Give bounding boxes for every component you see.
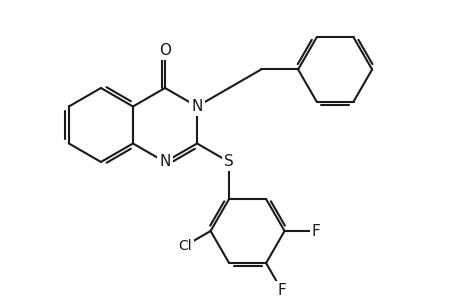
Text: N: N — [159, 154, 170, 169]
Text: S: S — [224, 154, 234, 169]
Text: Cl: Cl — [178, 239, 191, 253]
Text: F: F — [277, 283, 285, 298]
Text: N: N — [191, 99, 202, 114]
Text: O: O — [159, 44, 171, 59]
Text: F: F — [311, 224, 320, 238]
